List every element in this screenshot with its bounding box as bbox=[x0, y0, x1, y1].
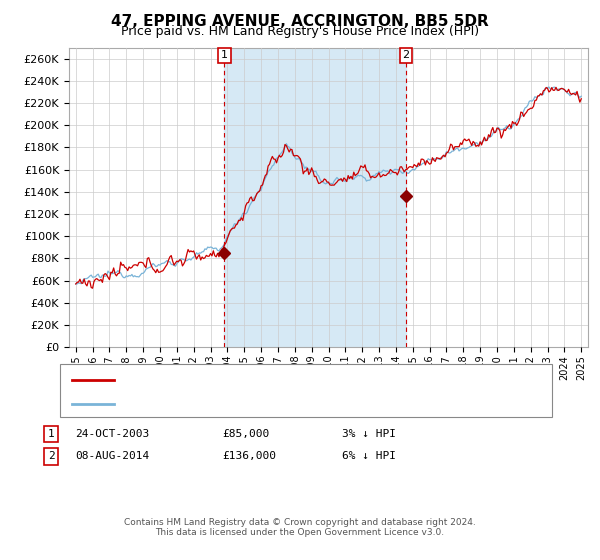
Text: 1: 1 bbox=[221, 50, 228, 60]
Text: 3% ↓ HPI: 3% ↓ HPI bbox=[342, 429, 396, 439]
Text: Price paid vs. HM Land Registry's House Price Index (HPI): Price paid vs. HM Land Registry's House … bbox=[121, 25, 479, 38]
Text: 2: 2 bbox=[403, 50, 410, 60]
Text: 08-AUG-2014: 08-AUG-2014 bbox=[75, 451, 149, 461]
Text: 2: 2 bbox=[47, 451, 55, 461]
Text: £136,000: £136,000 bbox=[222, 451, 276, 461]
Text: HPI: Average price, detached house, Hyndburn: HPI: Average price, detached house, Hynd… bbox=[123, 399, 384, 409]
Text: 24-OCT-2003: 24-OCT-2003 bbox=[75, 429, 149, 439]
Bar bbox=[224, 48, 406, 347]
Text: £85,000: £85,000 bbox=[222, 429, 269, 439]
Text: 1: 1 bbox=[47, 429, 55, 439]
Text: 47, EPPING AVENUE, ACCRINGTON, BB5 5DR: 47, EPPING AVENUE, ACCRINGTON, BB5 5DR bbox=[111, 14, 489, 29]
Text: Contains HM Land Registry data © Crown copyright and database right 2024.
This d: Contains HM Land Registry data © Crown c… bbox=[124, 518, 476, 538]
Text: 47, EPPING AVENUE, ACCRINGTON, BB5 5DR (detached house): 47, EPPING AVENUE, ACCRINGTON, BB5 5DR (… bbox=[123, 375, 473, 385]
Text: 6% ↓ HPI: 6% ↓ HPI bbox=[342, 451, 396, 461]
